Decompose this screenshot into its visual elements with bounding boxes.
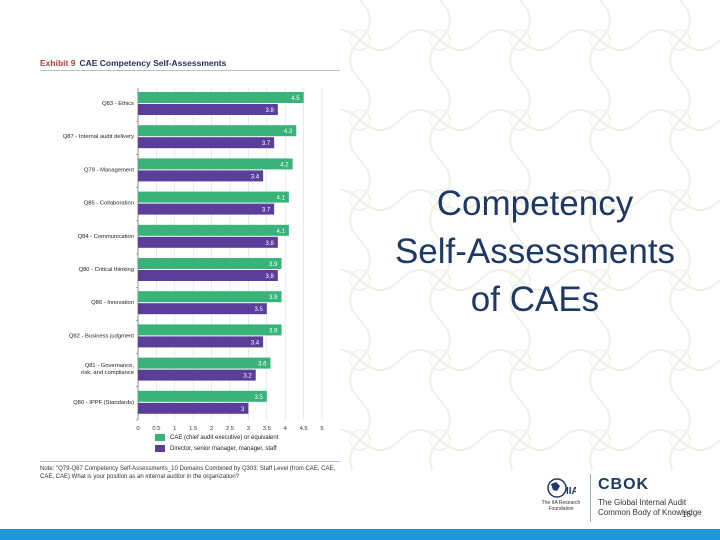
iia-globe-icon: IIA — [547, 478, 576, 498]
category-label-8-line-1: risk, and compliance — [81, 370, 134, 376]
legend-label-cae: CAE (chief audit executive) or equivalen… — [170, 434, 279, 441]
bar-cae-7 — [138, 324, 282, 336]
bar-cae-9 — [138, 390, 267, 402]
data-label-cae-1: 4.3 — [284, 129, 293, 135]
slide-title-line-1: Competency — [436, 184, 634, 223]
category-label-0: Q83 - Ethics — [102, 101, 134, 107]
category-label-1: Q87 - Internal audit delivery — [63, 134, 134, 140]
exhibit-title: Exhibit 9 CAE Competency Self-Assessments — [40, 58, 226, 68]
x-tick-label-6: 3 — [247, 426, 250, 430]
bottom-bar — [0, 529, 720, 540]
iia-foundation-text: The IIA Research Foundation — [541, 500, 581, 512]
bar-director-3 — [138, 203, 275, 215]
bar-director-8 — [138, 369, 256, 381]
slide-title-line-3: of CAEs — [470, 280, 600, 319]
data-label-director-7: 3.4 — [251, 340, 260, 346]
category-label-9: Q80 - IPPF (Standards) — [73, 400, 134, 406]
x-tick-label-10: 5 — [320, 426, 323, 430]
category-label-4: Q84 - Communication — [78, 234, 134, 240]
bar-cae-1 — [138, 125, 297, 137]
bar-director-1 — [138, 137, 275, 149]
data-label-cae-7: 3.9 — [269, 328, 278, 334]
cbok-logo: CBOK — [598, 476, 650, 493]
category-label-2: Q79 - Management — [84, 167, 134, 173]
x-tick-label-3: 1.5 — [189, 426, 197, 430]
bar-director-9 — [138, 402, 249, 414]
bar-director-6 — [138, 303, 267, 315]
data-label-cae-9: 3.5 — [254, 395, 263, 401]
data-label-cae-3: 4.1 — [277, 196, 286, 202]
x-tick-label-9: 4.5 — [300, 426, 308, 430]
data-label-cae-8: 3.6 — [258, 362, 267, 368]
x-tick-label-1: 0.5 — [152, 426, 160, 430]
x-tick-label-8: 4 — [284, 426, 288, 430]
data-label-director-8: 3.2 — [243, 374, 252, 380]
exhibit-label: Exhibit 9 — [40, 58, 76, 68]
data-label-cae-5: 3.9 — [269, 262, 278, 268]
bar-cae-8 — [138, 357, 271, 369]
legend-item-cae: CAE (chief audit executive) or equivalen… — [155, 432, 278, 443]
legend-item-director: Director, senior manager, manager, staff — [155, 443, 278, 454]
slide-title-line-2: Self-Assessments — [394, 232, 676, 271]
data-label-director-6: 3.5 — [254, 307, 263, 313]
data-label-director-0: 3.8 — [265, 108, 274, 114]
page-number: 16 — [682, 510, 691, 519]
footer-logos: IIA The IIA Research Foundation CBOK The… — [540, 474, 710, 524]
logo-divider — [590, 474, 591, 522]
slide-title: Competency Self-Assessments of CAEs — [360, 180, 710, 324]
bar-director-4 — [138, 236, 278, 248]
x-tick-label-5: 2.5 — [226, 426, 234, 430]
bar-director-2 — [138, 170, 264, 182]
category-label-8-line-0: Q81 - Governance, — [85, 363, 135, 369]
bar-cae-5 — [138, 258, 282, 269]
data-label-director-2: 3.4 — [251, 174, 260, 180]
bar-chart: 4.5 3.8 Q83 - Ethics 4.3 3.7 Q87 - Internal a… — [63, 88, 324, 430]
top-rule — [40, 70, 340, 71]
data-label-director-5: 3.8 — [265, 274, 274, 280]
bar-cae-3 — [138, 191, 289, 203]
data-label-director-1: 3.7 — [262, 141, 271, 147]
bar-director-5 — [138, 270, 278, 281]
category-label-7: Q82 - Business judgment — [69, 333, 134, 339]
data-label-cae-2: 4.2 — [280, 162, 289, 168]
x-tick-label-0: 0 — [136, 426, 139, 430]
bar-cae-4 — [138, 224, 289, 236]
bar-director-7 — [138, 336, 264, 348]
bar-director-0 — [138, 104, 278, 115]
chart-legend: CAE (chief audit executive) or equivalen… — [155, 432, 278, 454]
category-label-6: Q86 - Innovation — [91, 300, 134, 306]
bar-cae-2 — [138, 158, 293, 170]
category-label-3: Q85 - Collaboration — [84, 201, 134, 207]
note-rule — [40, 461, 340, 462]
data-label-director-3: 3.7 — [262, 208, 271, 214]
chart-note: Note: "Q79-Q87 Competency Self-Assessmen… — [40, 466, 336, 480]
bar-cae-6 — [138, 291, 282, 303]
category-label-5: Q80 - Critical thinking — [79, 267, 134, 273]
legend-label-director: Director, senior manager, manager, staff — [170, 445, 277, 452]
cbok-subtitle-line-1: The Global Internal Audit — [598, 498, 687, 507]
x-tick-label-4: 2 — [210, 426, 213, 430]
bar-cae-0 — [138, 92, 304, 103]
legend-swatch-cae — [155, 434, 165, 441]
data-label-director-4: 3.8 — [265, 241, 274, 247]
legend-swatch-director — [155, 445, 165, 452]
data-label-cae-4: 4.1 — [277, 229, 286, 235]
data-label-cae-0: 4.5 — [291, 96, 300, 102]
exhibit-heading: CAE Competency Self-Assessments — [79, 58, 227, 68]
data-label-cae-6: 3.9 — [269, 295, 278, 301]
data-label-director-9: 3 — [241, 407, 245, 413]
x-tick-label-7: 3.5 — [263, 426, 271, 430]
cbok-subtitle-line-2: Common Body of Knowledge — [598, 508, 702, 517]
svg-text:IIA: IIA — [566, 486, 576, 497]
cbok-subtitle: The Global Internal Audit Common Body of… — [598, 498, 702, 518]
x-tick-label-2: 1 — [173, 426, 176, 430]
